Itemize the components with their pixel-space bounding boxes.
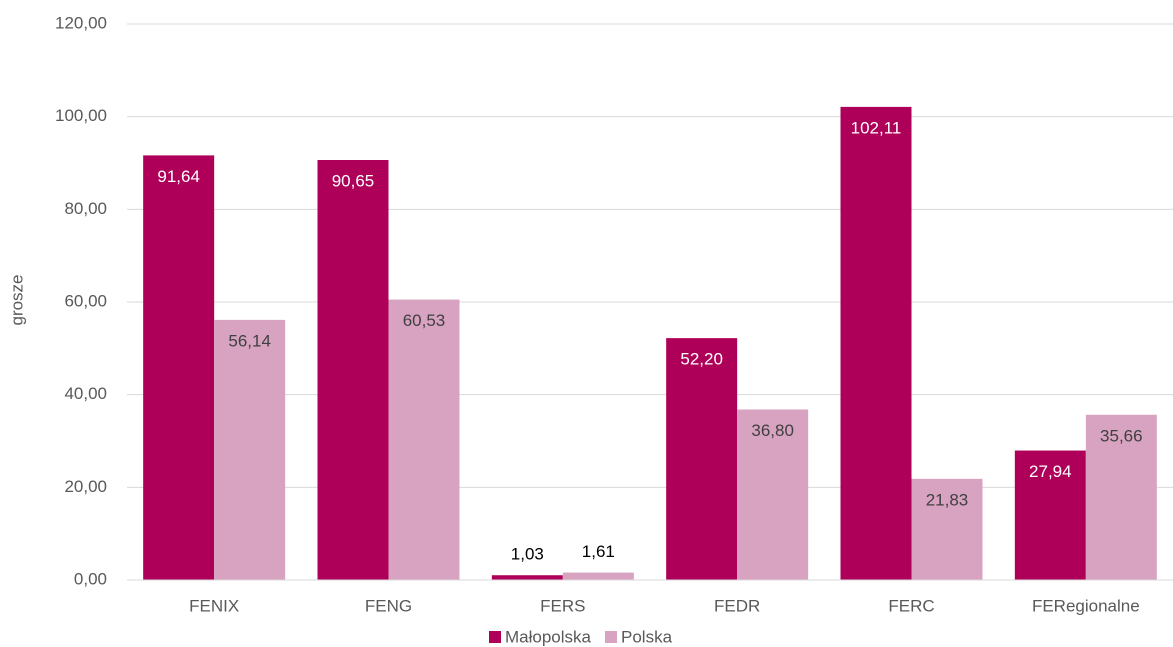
- bar: [317, 159, 389, 580]
- bar: [1085, 414, 1157, 580]
- y-tick-label: 0,00: [74, 569, 107, 588]
- data-label: 56,14: [228, 331, 271, 350]
- data-label: 52,20: [680, 350, 723, 369]
- data-label: 60,53: [403, 311, 446, 330]
- x-tick-label: FENIX: [189, 596, 239, 615]
- data-label: 91,64: [157, 167, 200, 186]
- bar: [388, 299, 460, 580]
- x-tick-label: FENG: [365, 596, 412, 615]
- legend-label: Małopolska: [505, 627, 592, 646]
- bar: [1014, 450, 1086, 580]
- y-tick-label: 20,00: [64, 477, 107, 496]
- bar: [491, 575, 563, 580]
- x-tick-label: FERegionalne: [1032, 596, 1140, 615]
- bar: [214, 319, 286, 580]
- y-tick-label: 120,00: [55, 13, 107, 32]
- y-axis-title: grosze: [7, 274, 26, 325]
- data-label: 27,94: [1029, 462, 1072, 481]
- y-tick-label: 80,00: [64, 199, 107, 218]
- bar: [666, 338, 738, 580]
- x-tick-label: FEDR: [714, 596, 760, 615]
- x-tick-label: FERS: [540, 596, 585, 615]
- data-label: 36,80: [751, 421, 794, 440]
- legend-swatch: [605, 631, 617, 643]
- bar: [562, 572, 634, 580]
- data-label: 1,03: [511, 545, 544, 564]
- x-tick-label: FERC: [888, 596, 934, 615]
- legend-label: Polska: [621, 627, 673, 646]
- data-label: 1,61: [582, 542, 615, 561]
- legend-swatch: [489, 631, 501, 643]
- bar: [737, 409, 809, 580]
- bar: [143, 155, 215, 580]
- y-tick-label: 60,00: [64, 291, 107, 310]
- data-label: 21,83: [926, 490, 969, 509]
- bar: [840, 106, 912, 581]
- y-tick-label: 40,00: [64, 384, 107, 403]
- bar: [911, 478, 983, 580]
- data-label: 102,11: [851, 118, 902, 137]
- y-tick-label: 100,00: [55, 106, 107, 125]
- data-label: 35,66: [1100, 426, 1143, 445]
- data-label: 90,65: [332, 171, 375, 190]
